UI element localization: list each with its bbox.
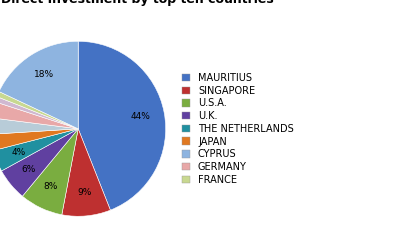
Wedge shape (2, 129, 78, 196)
Text: 4%: 4% (12, 148, 26, 157)
Text: 8%: 8% (44, 182, 58, 191)
Wedge shape (22, 129, 78, 215)
Wedge shape (0, 129, 78, 171)
Text: 6%: 6% (22, 165, 36, 174)
Text: 44%: 44% (131, 112, 151, 121)
Wedge shape (0, 118, 78, 134)
Wedge shape (0, 92, 78, 129)
Wedge shape (62, 129, 110, 216)
Wedge shape (0, 96, 78, 129)
Text: 18%: 18% (34, 70, 54, 79)
Text: 9%: 9% (77, 188, 91, 197)
Wedge shape (78, 41, 166, 210)
Text: Percentage Foreign Direct Investment by top ten countries: Percentage Foreign Direct Investment by … (0, 0, 274, 6)
Wedge shape (0, 41, 78, 129)
Wedge shape (0, 129, 78, 151)
Wedge shape (0, 102, 78, 129)
Legend: MAURITIUS, SINGAPORE, U.S.A., U.K., THE NETHERLANDS, JAPAN, CYPRUS, GERMANY, FRA: MAURITIUS, SINGAPORE, U.S.A., U.K., THE … (182, 72, 295, 186)
